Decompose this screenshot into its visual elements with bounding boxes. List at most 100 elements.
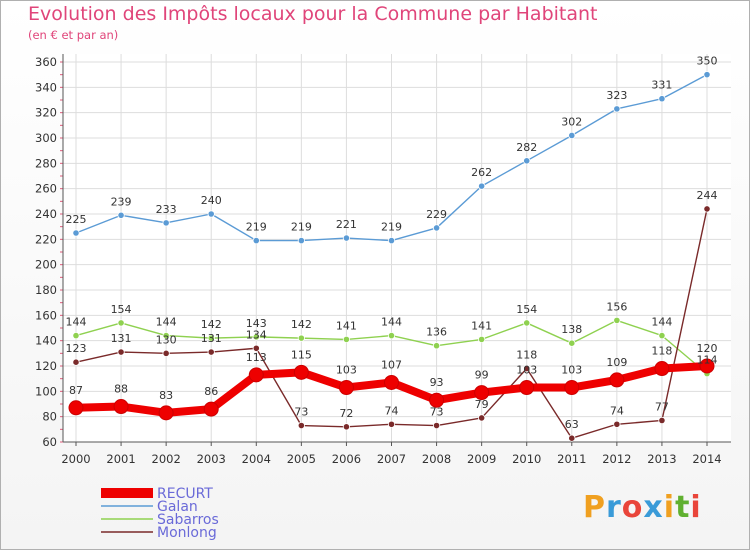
data-label-monlong: 73 xyxy=(430,406,444,419)
data-label-recurt: 120 xyxy=(697,342,718,355)
data-label-sabarros: 154 xyxy=(111,303,132,316)
data-point-recurt xyxy=(338,380,354,396)
data-point-monlong xyxy=(342,423,351,431)
x-tick-label: 2007 xyxy=(377,452,406,466)
data-point-recurt xyxy=(68,400,84,416)
data-label-monlong: 74 xyxy=(385,404,399,417)
data-label-recurt: 103 xyxy=(336,364,357,377)
data-label-galan: 331 xyxy=(651,79,672,92)
data-point-galan xyxy=(658,95,666,103)
data-label-monlong: 73 xyxy=(294,406,308,419)
data-point-monlong xyxy=(72,358,80,366)
data-label-monlong: 131 xyxy=(201,332,222,345)
x-tick-label: 2002 xyxy=(152,452,181,466)
data-label-monlong: 244 xyxy=(697,189,718,202)
legend-label-sabarros: Sabarros xyxy=(157,512,219,528)
data-point-monlong xyxy=(162,349,170,357)
data-label-sabarros: 141 xyxy=(336,319,357,332)
data-label-sabarros: 144 xyxy=(651,316,672,329)
data-label-galan: 302 xyxy=(561,115,582,128)
data-point-sabarros xyxy=(658,331,666,340)
data-point-monlong xyxy=(117,348,125,356)
data-point-galan xyxy=(613,105,621,113)
x-tick-label: 2012 xyxy=(602,452,631,466)
x-tick-label: 2006 xyxy=(332,452,361,466)
data-point-sabarros xyxy=(478,335,486,343)
data-label-galan: 219 xyxy=(381,221,402,234)
y-tick-label: 300 xyxy=(35,131,57,145)
data-point-monlong xyxy=(478,414,486,422)
data-label-monlong: 131 xyxy=(111,332,132,345)
y-tick-label: 100 xyxy=(35,384,57,398)
data-point-monlong xyxy=(568,434,576,442)
x-tick-label: 2011 xyxy=(557,452,586,466)
data-label-monlong: 63 xyxy=(565,418,579,431)
data-label-monlong: 72 xyxy=(339,407,353,420)
data-point-galan xyxy=(568,131,576,140)
data-point-sabarros xyxy=(297,334,305,342)
data-point-monlong xyxy=(613,420,621,428)
data-label-galan: 225 xyxy=(66,213,87,226)
data-point-monlong xyxy=(207,348,215,356)
data-label-galan: 239 xyxy=(111,195,132,208)
data-label-monlong: 79 xyxy=(475,398,489,411)
data-point-monlong xyxy=(432,421,441,430)
y-tick-label: 160 xyxy=(35,308,57,322)
data-label-recurt: 93 xyxy=(430,376,444,389)
proxiti-logo: Proxiti xyxy=(583,490,702,525)
data-label-sabarros: 138 xyxy=(561,323,582,336)
data-point-recurt xyxy=(113,399,129,415)
data-point-sabarros xyxy=(162,331,170,340)
data-label-recurt: 109 xyxy=(606,356,627,369)
x-tick-label: 2004 xyxy=(242,452,271,466)
y-tick-label: 200 xyxy=(35,258,57,272)
data-label-monlong: 123 xyxy=(66,342,87,355)
data-point-recurt xyxy=(158,405,174,421)
data-point-monlong xyxy=(523,364,531,373)
y-tick-label: 140 xyxy=(35,334,57,348)
data-point-galan xyxy=(297,237,305,245)
data-point-recurt xyxy=(519,380,535,396)
data-point-recurt xyxy=(609,372,625,388)
data-point-sabarros xyxy=(432,342,441,350)
data-label-sabarros: 142 xyxy=(291,318,312,331)
legend-label-galan: Galan xyxy=(157,499,198,515)
data-label-sabarros: 114 xyxy=(697,354,718,367)
data-label-recurt: 118 xyxy=(651,345,672,358)
x-tick-label: 2003 xyxy=(197,452,226,466)
data-point-recurt xyxy=(429,392,445,408)
data-label-recurt: 87 xyxy=(69,384,83,397)
data-point-monlong xyxy=(703,205,711,213)
data-label-monlong: 74 xyxy=(610,404,624,417)
chart-title: Evolution des Impôts locaux pour la Comm… xyxy=(28,3,598,25)
data-point-sabarros xyxy=(613,316,621,324)
data-point-galan xyxy=(387,237,396,245)
y-tick-label: 280 xyxy=(35,156,57,170)
data-label-monlong: 134 xyxy=(246,328,267,341)
x-tick-label: 2005 xyxy=(287,452,316,466)
data-label-recurt: 115 xyxy=(291,348,312,361)
data-label-recurt: 113 xyxy=(246,351,267,364)
data-point-galan xyxy=(207,210,215,218)
data-label-recurt: 86 xyxy=(204,385,218,398)
data-label-sabarros: 136 xyxy=(426,326,447,339)
data-point-monlong xyxy=(658,416,666,425)
data-label-galan: 219 xyxy=(291,221,312,234)
data-point-recurt xyxy=(654,361,670,377)
y-tick-label: 340 xyxy=(35,80,57,94)
legend-label-monlong: Monlong xyxy=(157,525,217,541)
x-tick-label: 2014 xyxy=(692,452,721,466)
data-label-sabarros: 144 xyxy=(381,316,402,329)
y-tick-label: 80 xyxy=(42,410,57,424)
data-label-recurt: 88 xyxy=(114,383,128,396)
data-label-recurt: 103 xyxy=(516,364,537,377)
data-point-monlong xyxy=(387,420,396,428)
legend-label-recurt: RECURT xyxy=(157,486,213,502)
y-tick-label: 360 xyxy=(35,55,57,69)
data-point-recurt xyxy=(699,358,715,374)
y-tick-label: 260 xyxy=(35,182,57,196)
y-tick-label: 220 xyxy=(35,232,57,246)
data-point-galan xyxy=(162,219,170,227)
